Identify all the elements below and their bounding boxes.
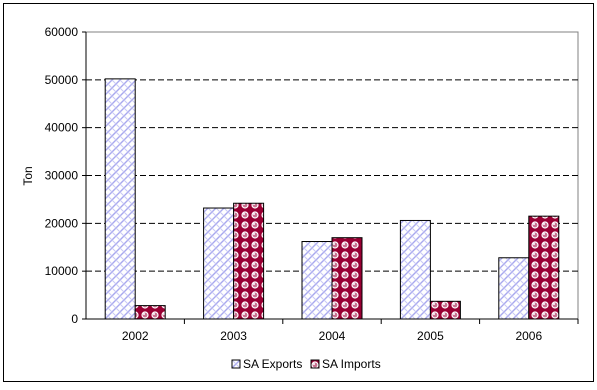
imports-bar bbox=[134, 305, 166, 320]
bars bbox=[104, 78, 560, 320]
y-tick-label: 40000 bbox=[45, 121, 79, 135]
y-tick-label: 10000 bbox=[45, 264, 79, 278]
exports-bar bbox=[104, 78, 136, 320]
legend-swatch-imports bbox=[310, 359, 320, 369]
exports-bar bbox=[301, 241, 333, 320]
x-tick-label: 2006 bbox=[515, 329, 542, 343]
y-tick-label: 20000 bbox=[45, 216, 79, 230]
x-tick-label: 2004 bbox=[319, 329, 346, 343]
y-tick-label: 30000 bbox=[45, 169, 79, 183]
imports-bar bbox=[331, 237, 363, 320]
exports-bar bbox=[498, 257, 530, 320]
legend-label-imports: SA Imports bbox=[322, 357, 381, 371]
legend: SA Exports SA Imports bbox=[231, 357, 381, 371]
y-tick-label: 50000 bbox=[45, 73, 79, 87]
legend-label-exports: SA Exports bbox=[243, 357, 302, 371]
x-axis: 2002 2003 2004 2005 2006 bbox=[86, 318, 579, 343]
exports-bar bbox=[399, 219, 431, 320]
imports-bar bbox=[233, 202, 265, 320]
imports-bar bbox=[429, 300, 461, 320]
exports-bar bbox=[203, 207, 235, 320]
y-tick-label: 0 bbox=[71, 312, 78, 326]
y-axis-label: Ton bbox=[21, 166, 35, 185]
x-tick-label: 2003 bbox=[220, 329, 247, 343]
imports-bar bbox=[528, 215, 560, 320]
gridlines bbox=[86, 79, 578, 272]
x-tick-label: 2002 bbox=[122, 329, 149, 343]
x-tick-label: 2005 bbox=[417, 329, 444, 343]
legend-swatch-exports bbox=[231, 359, 241, 369]
y-tick-label: 60000 bbox=[45, 25, 79, 39]
y-axis: 0 10000 20000 30000 40000 50000 60000 bbox=[45, 25, 87, 326]
